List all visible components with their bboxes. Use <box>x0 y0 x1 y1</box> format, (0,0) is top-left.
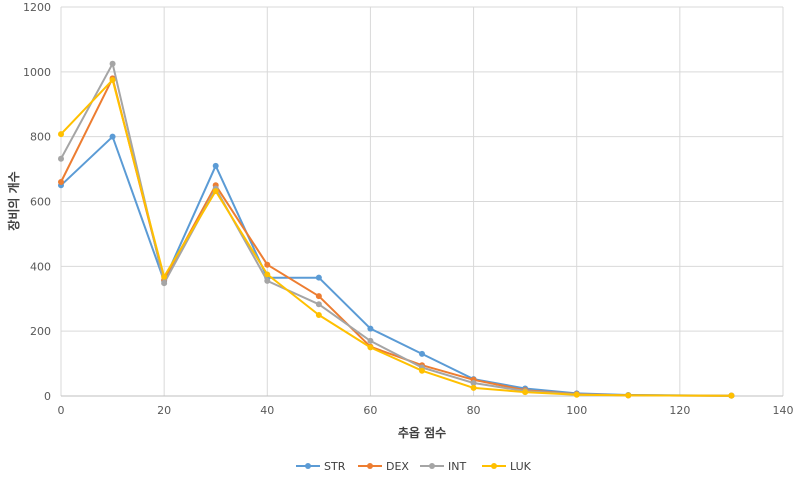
data-point <box>315 301 322 308</box>
data-point <box>212 162 219 169</box>
data-point <box>728 392 735 399</box>
x-tick-label: 140 <box>773 404 794 417</box>
y-tick-label: 600 <box>30 196 51 209</box>
data-point <box>367 325 374 332</box>
data-point <box>470 384 477 391</box>
x-tick-label: 80 <box>467 404 481 417</box>
x-axis-title: 추옵 점수 <box>398 425 446 440</box>
legend-swatch-marker <box>429 463 435 469</box>
data-point <box>315 293 322 300</box>
data-point <box>419 350 425 357</box>
legend-item-dex: DEX <box>358 460 409 473</box>
legend-swatch-marker <box>367 463 373 469</box>
series-layer <box>58 60 735 399</box>
data-point <box>367 344 374 351</box>
x-tick-label: 0 <box>58 404 65 417</box>
data-point <box>109 60 116 67</box>
y-tick-label: 1000 <box>23 66 51 79</box>
data-point <box>573 391 580 398</box>
axis-ticks: 0 200 400 600 800 1000 1200 0 20 40 60 80 100 120 140 <box>23 1 794 417</box>
y-tick-label: 0 <box>44 390 51 403</box>
y-tick-label: 800 <box>30 131 51 144</box>
y-tick-label: 1200 <box>23 1 51 14</box>
y-tick-label: 400 <box>30 260 51 273</box>
data-point <box>315 311 322 318</box>
chart-grid <box>60 6 784 397</box>
series-line <box>60 77 732 397</box>
x-tick-label: 60 <box>363 404 377 417</box>
data-point <box>419 367 425 374</box>
x-tick-label: 120 <box>669 404 690 417</box>
data-point <box>625 392 632 399</box>
legend-label: INT <box>448 460 466 473</box>
data-point <box>264 271 271 278</box>
y-tick-label: 200 <box>30 325 51 338</box>
data-point <box>161 273 168 280</box>
legend-label: LUK <box>510 460 532 473</box>
legend-label: DEX <box>386 460 409 473</box>
x-tick-label: 20 <box>157 404 171 417</box>
data-point <box>58 131 64 138</box>
data-point <box>58 179 64 186</box>
data-point <box>109 76 116 83</box>
chart-legend: STR DEX INT LUK <box>296 460 532 473</box>
legend-label: STR <box>324 460 346 473</box>
data-point <box>367 337 374 344</box>
series-line <box>60 78 732 397</box>
series-dex <box>58 75 735 399</box>
x-tick-label: 100 <box>566 404 587 417</box>
series-luk <box>58 76 735 399</box>
data-point <box>264 277 271 284</box>
legend-swatch-marker <box>305 463 311 469</box>
data-point <box>522 389 529 396</box>
legend-item-int: INT <box>420 460 466 473</box>
legend-item-luk: LUK <box>482 460 532 473</box>
series-line <box>60 62 732 397</box>
series-int <box>58 60 735 399</box>
legend-swatch-marker <box>491 463 497 469</box>
data-point <box>58 155 64 162</box>
data-point <box>161 280 168 287</box>
data-point <box>315 274 322 281</box>
data-point <box>109 133 116 140</box>
data-point <box>212 188 219 195</box>
x-tick-label: 40 <box>260 404 274 417</box>
data-point <box>264 261 271 268</box>
y-axis-title: 장비의 개수 <box>6 171 21 230</box>
data-point <box>470 380 477 387</box>
legend-item-str: STR <box>296 460 346 473</box>
